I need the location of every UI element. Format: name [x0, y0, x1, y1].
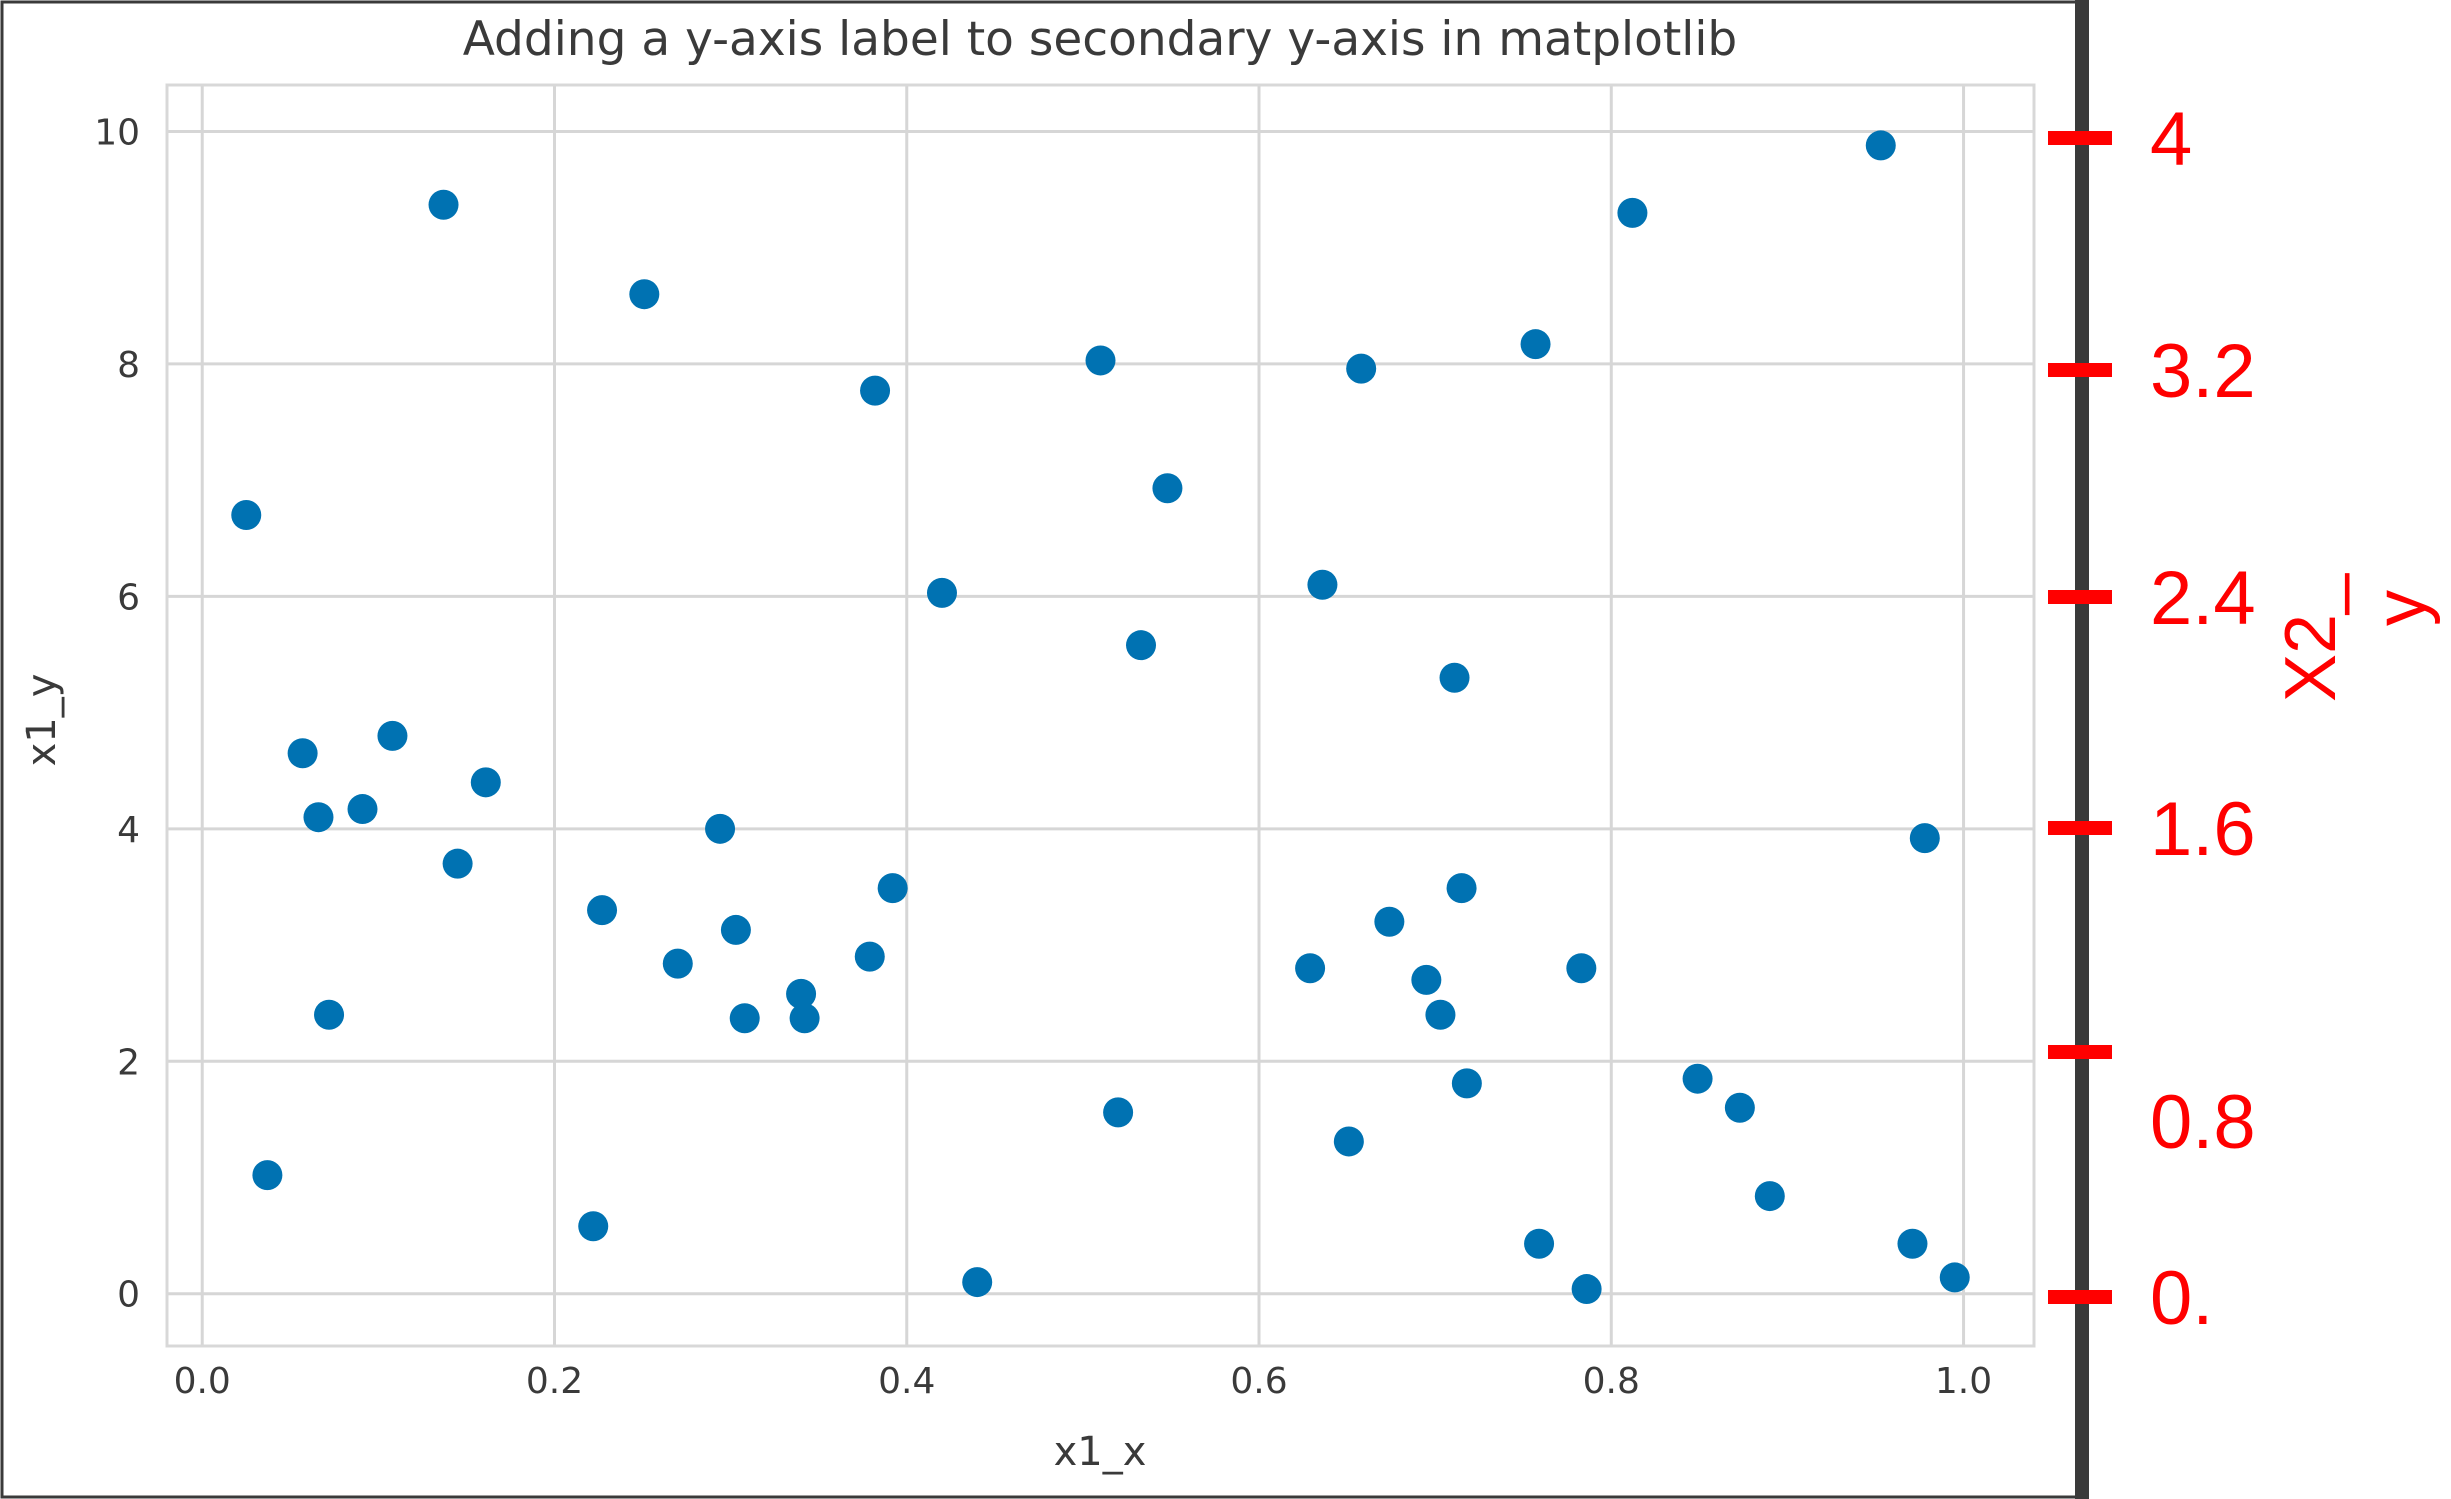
y-tick-labels: 0 2 4 6 8 10 [94, 112, 140, 1315]
y-tick-label: 8 [117, 345, 140, 386]
scatter-point [1439, 662, 1470, 693]
scatter-point [1346, 353, 1377, 384]
scatter-point [1724, 1092, 1755, 1123]
scatter-point [720, 914, 751, 945]
scatter-point [1152, 473, 1183, 504]
y-axis-label: x1_y [19, 674, 65, 767]
x-tick-label: 1.0 [1935, 1361, 1992, 1402]
scatter-point [1682, 1063, 1713, 1094]
scatter-point [252, 1160, 283, 1191]
scatter-point [1451, 1068, 1482, 1099]
scatter-point [1939, 1262, 1970, 1293]
secondary-tick-label: 0.8 [2150, 1080, 2256, 1165]
x-tick-label: 0.2 [526, 1361, 583, 1402]
scatter-point [442, 848, 473, 879]
x-tick-label: 0.8 [1583, 1361, 1640, 1402]
scatter-point [578, 1211, 609, 1242]
secondary-axis-label: X2_ y [2271, 573, 2441, 702]
scatter-point [1374, 906, 1405, 937]
scatter-point [1103, 1097, 1134, 1128]
chart-title: Adding a y-axis label to secondary y-axi… [463, 12, 1738, 67]
scatter-point [1126, 630, 1157, 661]
scatter-point [287, 738, 318, 769]
y-tick-label: 0 [117, 1275, 140, 1316]
scatter-point [1571, 1274, 1602, 1305]
scatter-point [1897, 1228, 1928, 1259]
scatter-point [705, 813, 736, 844]
figure-frame [0, 0, 2084, 1499]
scatter-point [470, 767, 501, 798]
scatter-point [1566, 953, 1597, 984]
y-tick-label: 2 [117, 1042, 140, 1083]
scatter-point [789, 1003, 820, 1034]
secondary-tick-label: 3.2 [2150, 329, 2256, 414]
x-tick-labels: 0.0 0.2 0.4 0.6 0.8 1.0 [174, 1361, 1993, 1402]
scatter-point [1520, 329, 1551, 360]
x-tick-label: 0.6 [1230, 1361, 1287, 1402]
scatter-point [926, 577, 957, 608]
scatter-point [662, 948, 693, 979]
plot-area-border [165, 83, 2036, 1348]
scatter-point [428, 189, 459, 220]
x-tick-label: 0.0 [174, 1361, 231, 1402]
scatter-point [1754, 1181, 1785, 1212]
secondary-tick-label: 0. [2150, 1256, 2213, 1341]
scatter-point [303, 802, 334, 833]
y-tick-label: 4 [117, 810, 140, 851]
scatter-point [629, 279, 660, 310]
scatter-point [1446, 873, 1477, 904]
scatter-point [1524, 1228, 1555, 1259]
scatter-point [231, 500, 262, 531]
scatter-point [1425, 999, 1456, 1030]
scatter-point [377, 720, 408, 751]
scatter-point [962, 1267, 993, 1298]
secondary-axis: 4 3.2 2.4 1.6 0.8 0. [2048, 0, 2256, 1499]
scatter-point [860, 375, 891, 406]
scatter-point [1295, 953, 1326, 984]
scatter-point [1307, 569, 1338, 600]
scatter-point [314, 999, 345, 1030]
secondary-tick-label: 1.6 [2150, 787, 2256, 872]
x-axis-label: x1_x [1054, 1429, 1147, 1475]
scatter-point [854, 941, 885, 972]
secondary-axis-label-line: X2_ [2271, 573, 2351, 702]
scatter-point [1411, 964, 1442, 995]
data-points [231, 130, 1970, 1305]
scatter-point [1085, 345, 1116, 376]
scatter-point [729, 1003, 760, 1034]
secondary-axis-label-line: y [2361, 590, 2441, 626]
scatter-point [587, 895, 618, 926]
scatter-point [877, 873, 908, 904]
secondary-tick-label: 2.4 [2150, 556, 2256, 641]
x-tick-label: 0.4 [878, 1361, 935, 1402]
scatter-point [1617, 197, 1648, 228]
scatter-point [347, 794, 378, 825]
scatter-point [1909, 823, 1940, 854]
secondary-tick-label: 4 [2150, 97, 2192, 182]
grid-lines [167, 85, 2034, 1346]
scatter-point [786, 978, 817, 1009]
scatter-point [1333, 1126, 1364, 1157]
scatter-point [1865, 130, 1896, 161]
y-tick-label: 6 [117, 577, 140, 618]
y-tick-label: 10 [94, 112, 140, 153]
